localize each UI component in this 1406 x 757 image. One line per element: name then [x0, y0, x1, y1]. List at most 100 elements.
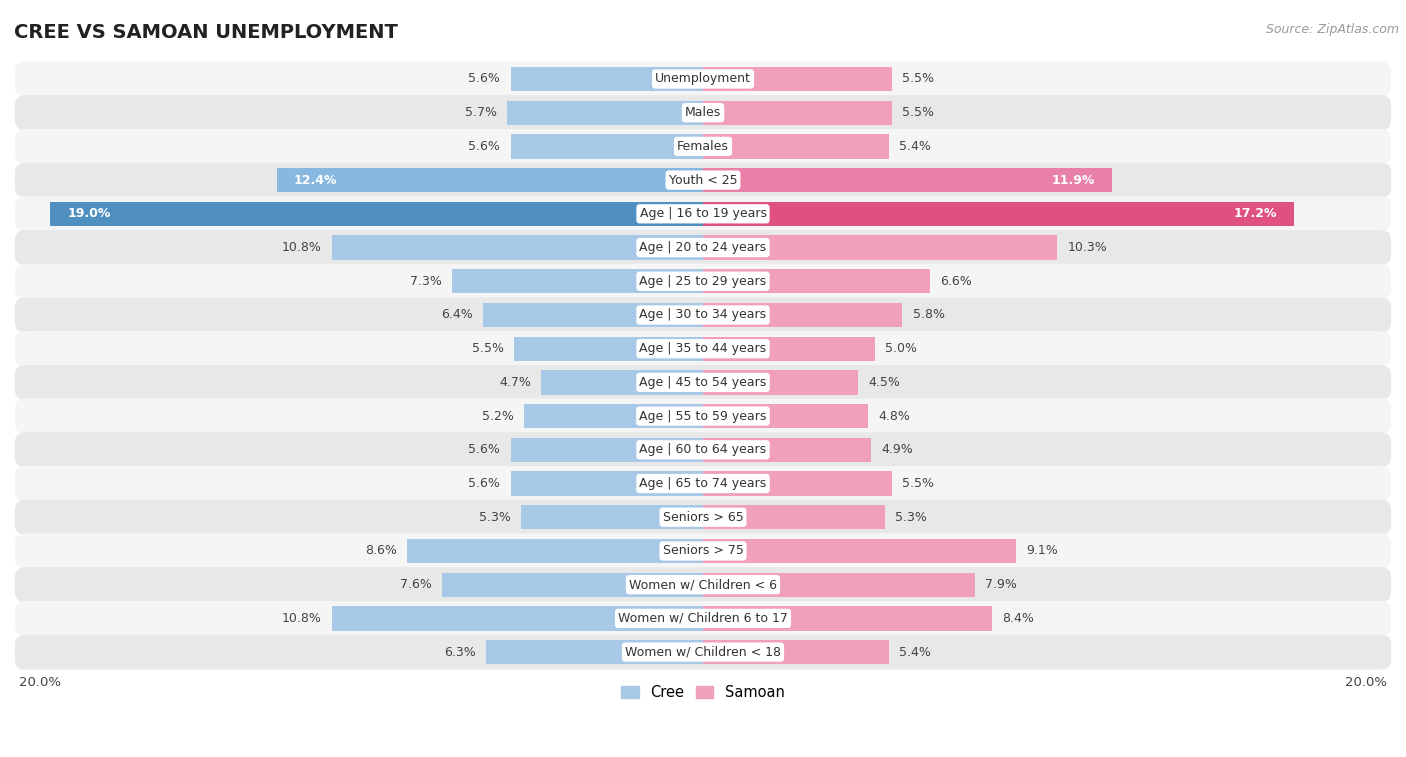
- Bar: [484, 303, 703, 327]
- Text: Age | 30 to 34 years: Age | 30 to 34 years: [640, 308, 766, 322]
- Bar: [332, 235, 703, 260]
- Bar: [453, 269, 703, 294]
- Bar: [703, 572, 974, 597]
- Bar: [703, 472, 891, 496]
- Bar: [510, 472, 703, 496]
- Text: 11.9%: 11.9%: [1052, 173, 1095, 187]
- Bar: [277, 168, 703, 192]
- Legend: Cree, Samoan: Cree, Samoan: [616, 679, 790, 706]
- Bar: [703, 67, 891, 91]
- Text: 7.6%: 7.6%: [399, 578, 432, 591]
- Bar: [441, 572, 703, 597]
- Text: Source: ZipAtlas.com: Source: ZipAtlas.com: [1265, 23, 1399, 36]
- Text: 10.8%: 10.8%: [281, 241, 322, 254]
- Bar: [703, 303, 903, 327]
- Text: 10.3%: 10.3%: [1067, 241, 1107, 254]
- FancyBboxPatch shape: [15, 534, 1391, 569]
- Bar: [703, 505, 886, 529]
- Text: 5.5%: 5.5%: [903, 73, 935, 86]
- FancyBboxPatch shape: [15, 163, 1391, 198]
- FancyBboxPatch shape: [15, 601, 1391, 636]
- Bar: [508, 101, 703, 125]
- Text: Age | 60 to 64 years: Age | 60 to 64 years: [640, 444, 766, 456]
- Text: Age | 45 to 54 years: Age | 45 to 54 years: [640, 376, 766, 389]
- FancyBboxPatch shape: [15, 331, 1391, 366]
- Text: 5.4%: 5.4%: [898, 140, 931, 153]
- Text: Seniors > 75: Seniors > 75: [662, 544, 744, 557]
- Text: 5.3%: 5.3%: [896, 511, 928, 524]
- Text: Unemployment: Unemployment: [655, 73, 751, 86]
- Bar: [703, 404, 868, 428]
- FancyBboxPatch shape: [15, 634, 1391, 670]
- Text: 5.0%: 5.0%: [886, 342, 917, 355]
- FancyBboxPatch shape: [15, 466, 1391, 501]
- Text: Age | 65 to 74 years: Age | 65 to 74 years: [640, 477, 766, 490]
- Bar: [515, 337, 703, 361]
- FancyBboxPatch shape: [15, 432, 1391, 467]
- Text: Youth < 25: Youth < 25: [669, 173, 737, 187]
- Bar: [703, 640, 889, 664]
- Bar: [486, 640, 703, 664]
- FancyBboxPatch shape: [15, 399, 1391, 434]
- Text: 5.5%: 5.5%: [903, 106, 935, 119]
- Text: Age | 16 to 19 years: Age | 16 to 19 years: [640, 207, 766, 220]
- Bar: [703, 168, 1112, 192]
- Text: Seniors > 65: Seniors > 65: [662, 511, 744, 524]
- Text: 5.8%: 5.8%: [912, 308, 945, 322]
- Bar: [510, 438, 703, 462]
- FancyBboxPatch shape: [15, 365, 1391, 400]
- Text: 12.4%: 12.4%: [294, 173, 337, 187]
- Text: 5.2%: 5.2%: [482, 410, 515, 422]
- Bar: [703, 438, 872, 462]
- Text: 10.8%: 10.8%: [281, 612, 322, 625]
- Bar: [524, 404, 703, 428]
- FancyBboxPatch shape: [15, 95, 1391, 130]
- Text: 5.6%: 5.6%: [468, 73, 501, 86]
- Text: Women w/ Children < 18: Women w/ Children < 18: [626, 646, 780, 659]
- Text: 6.3%: 6.3%: [444, 646, 477, 659]
- Text: 5.3%: 5.3%: [478, 511, 510, 524]
- Text: Women w/ Children 6 to 17: Women w/ Children 6 to 17: [619, 612, 787, 625]
- Text: 8.4%: 8.4%: [1002, 612, 1033, 625]
- Bar: [51, 201, 703, 226]
- Text: 6.6%: 6.6%: [941, 275, 972, 288]
- Text: 5.5%: 5.5%: [903, 477, 935, 490]
- Text: Age | 55 to 59 years: Age | 55 to 59 years: [640, 410, 766, 422]
- Text: Age | 25 to 29 years: Age | 25 to 29 years: [640, 275, 766, 288]
- Bar: [332, 606, 703, 631]
- Text: Women w/ Children < 6: Women w/ Children < 6: [628, 578, 778, 591]
- Text: 4.5%: 4.5%: [868, 376, 900, 389]
- Bar: [510, 67, 703, 91]
- Text: 5.4%: 5.4%: [898, 646, 931, 659]
- Bar: [541, 370, 703, 394]
- Text: 5.5%: 5.5%: [471, 342, 503, 355]
- Bar: [703, 201, 1294, 226]
- FancyBboxPatch shape: [15, 129, 1391, 164]
- FancyBboxPatch shape: [15, 263, 1391, 299]
- Text: 5.6%: 5.6%: [468, 140, 501, 153]
- Text: 4.8%: 4.8%: [879, 410, 910, 422]
- Text: Age | 20 to 24 years: Age | 20 to 24 years: [640, 241, 766, 254]
- Text: 7.9%: 7.9%: [984, 578, 1017, 591]
- Text: 8.6%: 8.6%: [366, 544, 396, 557]
- Text: 5.7%: 5.7%: [465, 106, 496, 119]
- Bar: [510, 134, 703, 158]
- Text: Males: Males: [685, 106, 721, 119]
- Text: 6.4%: 6.4%: [441, 308, 472, 322]
- FancyBboxPatch shape: [15, 61, 1391, 96]
- Text: Age | 35 to 44 years: Age | 35 to 44 years: [640, 342, 766, 355]
- Bar: [408, 539, 703, 563]
- Text: 5.6%: 5.6%: [468, 444, 501, 456]
- Bar: [703, 235, 1057, 260]
- Text: CREE VS SAMOAN UNEMPLOYMENT: CREE VS SAMOAN UNEMPLOYMENT: [14, 23, 398, 42]
- FancyBboxPatch shape: [15, 500, 1391, 534]
- Bar: [703, 337, 875, 361]
- Text: 19.0%: 19.0%: [67, 207, 111, 220]
- Text: 4.7%: 4.7%: [499, 376, 531, 389]
- Bar: [703, 101, 891, 125]
- Text: 20.0%: 20.0%: [1346, 676, 1386, 689]
- Bar: [703, 370, 858, 394]
- Bar: [703, 606, 991, 631]
- Bar: [703, 539, 1015, 563]
- Bar: [703, 269, 929, 294]
